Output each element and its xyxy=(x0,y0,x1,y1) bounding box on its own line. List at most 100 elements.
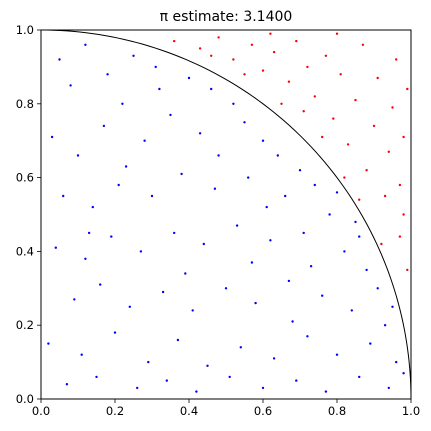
inside-point-30 xyxy=(54,246,57,249)
outside-point-35 xyxy=(302,110,305,113)
inside-point-71 xyxy=(228,375,231,379)
inside-point-33 xyxy=(139,250,143,253)
inside-point-70 xyxy=(195,390,198,393)
x-tick-label-1: 0.2 xyxy=(106,404,124,418)
inside-point-36 xyxy=(235,224,239,227)
inside-point-13 xyxy=(143,139,146,142)
x-tick-label-4: 0.8 xyxy=(328,404,346,418)
chart-title: π estimate: 3.1400 xyxy=(160,9,293,25)
inside-point-49 xyxy=(287,279,291,283)
inside-point-77 xyxy=(402,372,405,375)
outside-point-26 xyxy=(402,135,405,139)
inside-point-46 xyxy=(191,309,194,312)
axes-frame xyxy=(40,29,412,400)
inside-point-68 xyxy=(136,386,139,390)
outside-point-30 xyxy=(321,135,324,139)
inside-point-23 xyxy=(150,194,154,198)
inside-point-60 xyxy=(239,346,242,349)
inside-point-27 xyxy=(284,194,287,198)
outside-point-14 xyxy=(346,143,350,146)
outside-point-10 xyxy=(313,95,316,98)
outside-point-0 xyxy=(173,39,176,43)
inside-point-3 xyxy=(106,73,109,76)
inside-point-66 xyxy=(65,383,69,386)
y-tick-label-3: 0.6 xyxy=(16,171,34,185)
inside-point-82 xyxy=(291,320,294,323)
inside-point-19 xyxy=(298,169,302,172)
outside-point-37 xyxy=(210,54,213,57)
inside-point-34 xyxy=(173,231,176,235)
outside-point-33 xyxy=(380,242,383,246)
outside-point-22 xyxy=(391,106,394,109)
outside-point-29 xyxy=(402,213,405,216)
inside-point-6 xyxy=(121,102,124,106)
inside-point-48 xyxy=(254,301,257,305)
inside-point-29 xyxy=(328,213,331,216)
outside-point-28 xyxy=(406,268,409,272)
outside-point-39 xyxy=(335,32,339,35)
inside-point-81 xyxy=(250,261,254,264)
inside-point-63 xyxy=(335,353,339,356)
inside-point-89 xyxy=(391,305,394,308)
inside-point-58 xyxy=(176,338,180,342)
inside-point-14 xyxy=(169,113,172,117)
inside-point-75 xyxy=(358,375,361,379)
inside-point-88 xyxy=(358,235,361,238)
x-tick-label-5: 1.0 xyxy=(402,404,420,418)
inside-point-51 xyxy=(350,309,353,312)
points-layer xyxy=(47,32,409,393)
outside-point-34 xyxy=(280,102,283,106)
inside-point-79 xyxy=(158,87,161,91)
inside-point-45 xyxy=(161,290,165,294)
inside-point-39 xyxy=(343,250,346,253)
inside-point-62 xyxy=(306,335,309,338)
inside-point-72 xyxy=(261,386,265,390)
quarter-circle-arc xyxy=(40,29,412,400)
outside-point-38 xyxy=(269,32,272,35)
inside-point-53 xyxy=(383,324,387,327)
outside-point-31 xyxy=(343,176,346,179)
inside-point-44 xyxy=(128,305,131,308)
inside-point-55 xyxy=(80,353,83,356)
outside-point-20 xyxy=(383,194,387,198)
y-tick-label-5: 1.0 xyxy=(16,23,34,37)
inside-point-43 xyxy=(99,283,102,286)
x-axis: 0.0 0.2 0.4 0.6 0.8 1.0 xyxy=(32,399,420,418)
inside-point-37 xyxy=(269,239,272,242)
inside-point-67 xyxy=(95,375,98,379)
inside-point-65 xyxy=(395,360,398,364)
outside-point-5 xyxy=(261,69,265,72)
inside-point-74 xyxy=(324,390,328,393)
inside-point-47 xyxy=(224,287,228,290)
inside-point-64 xyxy=(369,342,372,345)
inside-point-61 xyxy=(272,357,276,360)
inside-point-40 xyxy=(354,220,357,224)
inside-point-21 xyxy=(91,205,95,209)
inside-point-80 xyxy=(87,231,91,235)
inside-point-35 xyxy=(202,242,205,246)
inside-point-12 xyxy=(102,124,106,128)
inside-point-0 xyxy=(58,58,61,61)
inside-point-9 xyxy=(232,102,235,106)
inside-point-8 xyxy=(210,87,213,91)
outside-point-18 xyxy=(372,124,376,128)
inside-point-50 xyxy=(321,294,324,297)
outside-point-9 xyxy=(306,65,309,69)
inside-point-56 xyxy=(113,331,117,334)
outside-point-7 xyxy=(287,80,291,83)
inside-point-32 xyxy=(110,235,113,238)
inside-point-10 xyxy=(50,135,54,139)
inside-point-84 xyxy=(124,165,128,168)
outside-point-36 xyxy=(243,73,246,76)
outside-point-4 xyxy=(250,43,254,46)
inside-point-59 xyxy=(206,364,209,367)
inside-point-16 xyxy=(243,121,246,124)
inside-point-73 xyxy=(295,379,298,382)
inside-point-2 xyxy=(69,84,72,87)
outside-point-15 xyxy=(354,98,357,102)
outside-point-12 xyxy=(332,117,335,120)
inside-point-42 xyxy=(73,298,76,301)
inside-point-85 xyxy=(265,205,268,209)
